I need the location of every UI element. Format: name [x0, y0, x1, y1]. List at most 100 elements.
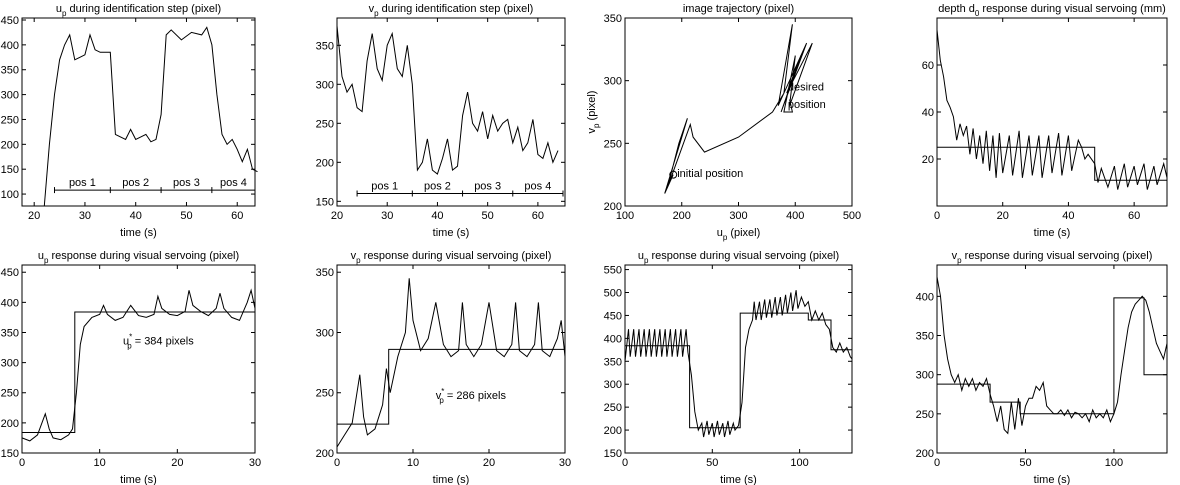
text-part: p [644, 256, 649, 265]
y-tick-label: 200 [916, 448, 934, 460]
x-tick-label: 20 [171, 457, 183, 469]
text-part: p [62, 9, 67, 18]
x-tick-label: 10 [407, 457, 419, 469]
y-tick-label: 200 [604, 201, 622, 213]
x-tick-label: 40 [1062, 210, 1074, 222]
y-axis-label: vp (pixel) [586, 91, 601, 134]
data-line [937, 297, 1167, 415]
x-tick-label: 60 [231, 210, 243, 222]
text-part: depth d [938, 3, 975, 15]
y-tick-label: 350 [604, 356, 622, 368]
x-tick-label: 40 [431, 210, 443, 222]
y-tick-label: 300 [604, 379, 622, 391]
segment-label: pos 4 [524, 181, 551, 193]
x-tick-label: 300 [729, 210, 747, 222]
x-tick-label: 30 [381, 210, 393, 222]
y-tick-label: 150 [1, 448, 19, 460]
y-tick-label: 400 [916, 291, 934, 303]
x-tick-label: 0 [934, 457, 940, 469]
text-part: u [123, 336, 129, 348]
chart-title: up during identification step (pixel) [56, 3, 221, 18]
y-tick-label: 450 [1, 267, 19, 279]
x-tick-label: 0 [19, 457, 25, 469]
x-tick-label: 40 [130, 210, 142, 222]
text-part: * [129, 333, 132, 342]
x-tick-label: 100 [1105, 457, 1123, 469]
y-tick-label: 60 [922, 60, 934, 72]
y-tick-label: 150 [316, 196, 334, 208]
text-part: u [717, 227, 723, 239]
text-part: p [374, 9, 379, 18]
data-line [43, 26, 258, 207]
x-tick-label: 500 [843, 210, 861, 222]
text-part: u [56, 3, 62, 15]
segment-label: pos 4 [220, 177, 247, 189]
axes-box [936, 17, 1168, 207]
x-tick-label: 100 [616, 210, 634, 222]
chart-title: vp response during visual servoing (pixe… [351, 250, 552, 265]
y-tick-label: 40 [922, 107, 934, 119]
segment-label: pos 3 [474, 181, 501, 193]
data-line [337, 348, 565, 425]
y-tick-label: 20 [922, 154, 934, 166]
y-tick-label: 550 [604, 265, 622, 277]
x-tick-label: 20 [483, 457, 495, 469]
y-tick-label: 450 [604, 310, 622, 322]
x-tick-label: 100 [790, 457, 808, 469]
text-part: response during visual servoing (pixel) [361, 250, 552, 262]
x-tick-label: 60 [1128, 210, 1140, 222]
chart-title: up response during visual servoing (pixe… [638, 250, 839, 265]
text-part: p [127, 342, 132, 351]
y-tick-label: 200 [1, 139, 19, 151]
y-tick-label: 150 [1, 164, 19, 176]
y-tick-label: 250 [604, 402, 622, 414]
x-axis-label: time (s) [120, 474, 157, 485]
y-tick-label: 350 [916, 331, 934, 343]
text-part: during identification step (pixel) [66, 3, 221, 15]
chart-title: vp response during visual servoing (pixe… [952, 250, 1153, 265]
y-tick-label: 150 [604, 448, 622, 460]
text-part: p [723, 233, 728, 242]
text-part: v [952, 250, 958, 262]
x-axis-label: time (s) [1034, 474, 1071, 485]
y-tick-label: 250 [316, 388, 334, 400]
y-tick-label: 350 [1, 327, 19, 339]
data-line [664, 24, 813, 194]
y-tick-label: 300 [1, 90, 19, 102]
x-axis-label: time (s) [433, 474, 470, 485]
text-part: p [439, 396, 444, 405]
text-part: v [586, 127, 598, 133]
text-part: (pixel) [727, 227, 760, 239]
text-part: v [436, 390, 442, 402]
data-line [624, 290, 853, 438]
x-tick-label: 50 [1019, 457, 1031, 469]
text-part: 0 [975, 9, 980, 18]
text-part: u [38, 250, 44, 262]
data-line [336, 278, 566, 448]
chart-title: depth d0 response during visual servoing… [938, 3, 1166, 18]
annotation: u* p = 384 pixels [123, 333, 194, 351]
y-tick-label: 350 [1, 65, 19, 77]
x-tick-label: 0 [622, 457, 628, 469]
segment-label: pos 2 [122, 177, 149, 189]
data-line [22, 311, 255, 433]
text-part: response during visual servoing (pixel) [962, 250, 1153, 262]
x-axis-label: up (pixel) [717, 227, 761, 242]
data-line [336, 25, 559, 175]
y-tick-label: 400 [1, 297, 19, 309]
annotation: v* p = 286 pixels [436, 387, 507, 405]
data-line [937, 146, 1167, 181]
segment-label: pos 3 [173, 177, 200, 189]
y-tick-label: 200 [316, 448, 334, 460]
x-tick-label: 20 [331, 210, 343, 222]
annotation: initial position [677, 168, 743, 180]
chart-title: vp during identification step (pixel) [369, 3, 534, 18]
text-part: = 384 pixels [132, 336, 195, 348]
x-tick-label: 0 [334, 457, 340, 469]
y-tick-label: 400 [604, 333, 622, 345]
x-tick-label: 30 [559, 457, 571, 469]
text-part: p [356, 256, 361, 265]
text-part: u [638, 250, 644, 262]
data-line [936, 276, 1168, 435]
